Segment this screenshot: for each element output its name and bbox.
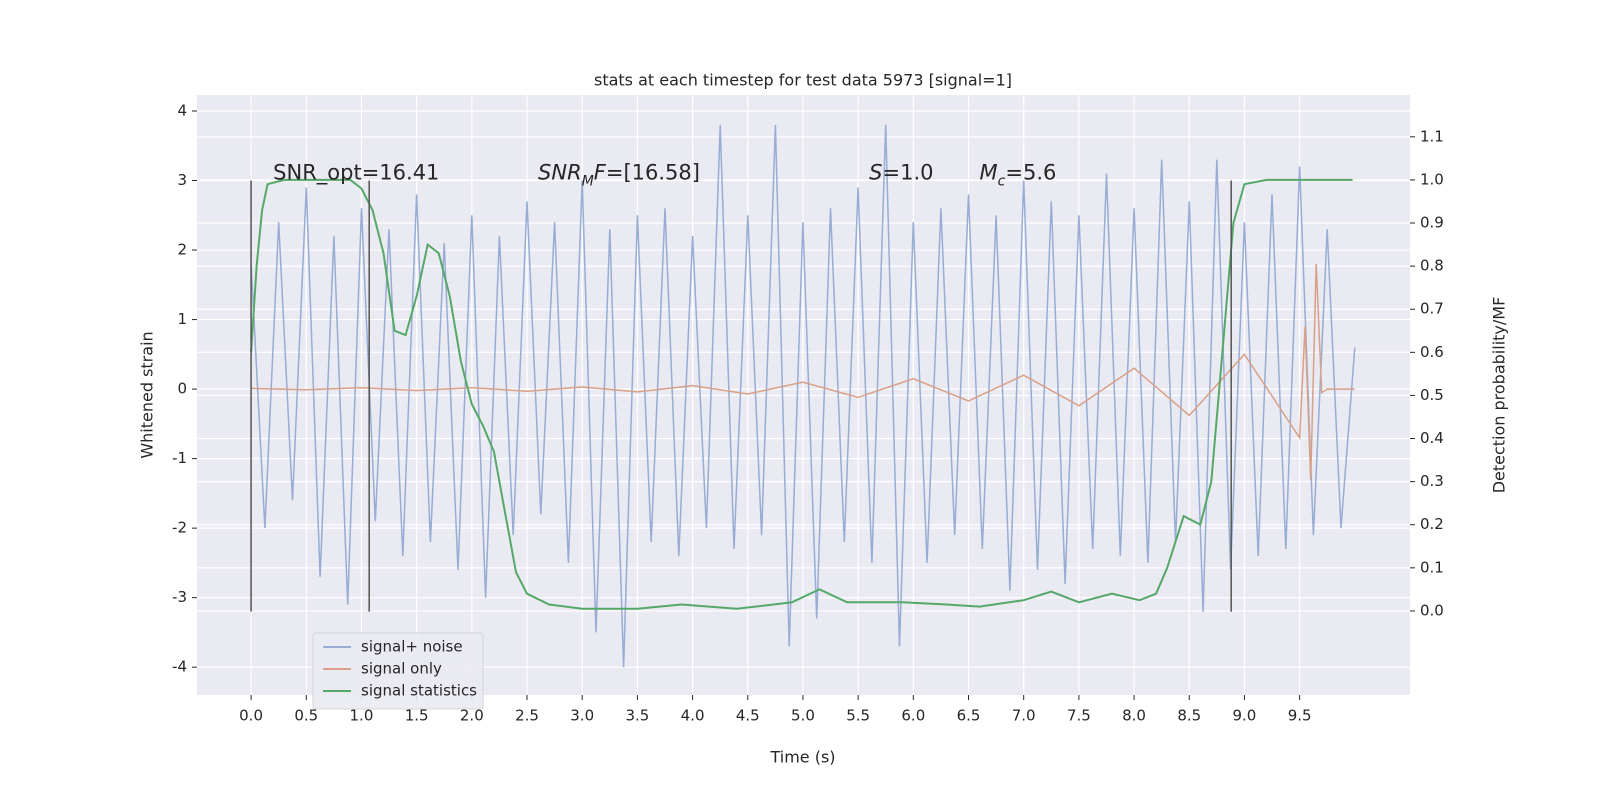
x-tick-label: 1.5 (405, 707, 429, 725)
y-axis-label: Whitened strain (138, 331, 157, 458)
x-tick-label: 0.0 (239, 707, 263, 725)
annotation-part: S (869, 161, 882, 185)
legend-label: signal+ noise (361, 638, 463, 656)
marks (250, 124, 1356, 668)
y2-tick-label: 0.4 (1420, 429, 1444, 447)
x-tick-label: 8.0 (1122, 707, 1146, 725)
y-tick-label: -3 (172, 588, 187, 606)
x-tick-label: 9.0 (1233, 707, 1257, 725)
series-line (250, 178, 1353, 610)
x-tick-label: 2.5 (515, 707, 539, 725)
annotation-part: SNR (538, 161, 582, 185)
annotation-part: M (980, 161, 998, 185)
y2-tick-label: 0.6 (1420, 343, 1444, 361)
x-tick-label: 0.5 (294, 707, 318, 725)
y2-tick-label: 0.2 (1420, 515, 1444, 533)
y2-tick-label: 0.1 (1420, 558, 1444, 576)
x-tick-label: 4.5 (736, 707, 760, 725)
annotation-part: SNR_opt=16.41 (273, 161, 439, 186)
chart-title: stats at each timestep for test data 597… (594, 71, 1012, 90)
x-tick-label: 7.0 (1012, 707, 1036, 725)
y-tick-label: 4 (177, 101, 187, 119)
x-tick-label: 6.0 (901, 707, 925, 725)
annotation-part: M (582, 174, 594, 190)
y2-tick-label: 0.3 (1420, 472, 1444, 490)
x-tick-label: 3.5 (625, 707, 649, 725)
x-tick-label: 9.5 (1288, 707, 1312, 725)
y2-tick-label: 1.1 (1420, 127, 1444, 145)
y2-tick-label: 0.8 (1420, 257, 1444, 275)
annotation-part: =1.0 (883, 161, 934, 185)
x-tick-label: 7.5 (1067, 707, 1091, 725)
annotation-part: F (594, 161, 607, 185)
y-tick-label: -1 (172, 449, 187, 467)
y-tick-label: 0 (177, 380, 187, 398)
legend: signal+ noise signal only signal statistic… (312, 632, 484, 710)
y2-axis-label: Detection probability/MF (1490, 297, 1509, 494)
x-tick-label: 3.0 (570, 707, 594, 725)
y-tick-label: -4 (172, 658, 187, 676)
x-tick-label: 6.5 (957, 707, 981, 725)
x-tick-label: 1.0 (350, 707, 374, 725)
y2-tick-label: 0.0 (1420, 601, 1444, 619)
y2-tick-label: 0.9 (1420, 214, 1444, 232)
annotation-part: =5.6 (1005, 161, 1056, 185)
y2-tick-label: 0.7 (1420, 300, 1444, 318)
x-axis-label: Time (s) (769, 748, 835, 767)
annotation: SNRMF=[16.58] (538, 161, 700, 190)
y-tick-label: 2 (177, 241, 187, 259)
x-tick-label: 5.5 (846, 707, 870, 725)
y-tick-label: 3 (177, 171, 187, 189)
legend-box (312, 632, 484, 710)
annotation-part: c (998, 174, 1006, 190)
legend-label: signal only (361, 660, 442, 678)
series-line (251, 263, 1355, 480)
annotation-part: =[16.58] (606, 161, 700, 185)
y-tick-label: -2 (172, 519, 187, 537)
y-tick-label: 1 (177, 310, 187, 328)
annotation: SNR_opt=16.41 (273, 161, 439, 186)
x-tick-label: 4.0 (681, 707, 705, 725)
annotation: S=1.0 (869, 161, 933, 185)
series-line (250, 124, 1356, 668)
y2-tick-label: 1.0 (1420, 170, 1444, 188)
legend-label: signal statistics (361, 682, 477, 700)
x-tick-label: 8.5 (1177, 707, 1201, 725)
y2-tick-label: 0.5 (1420, 386, 1444, 404)
annotation: Mc=5.6 (980, 161, 1057, 190)
x-tick-label: 2.0 (460, 707, 484, 725)
x-tick-label: 5.0 (791, 707, 815, 725)
